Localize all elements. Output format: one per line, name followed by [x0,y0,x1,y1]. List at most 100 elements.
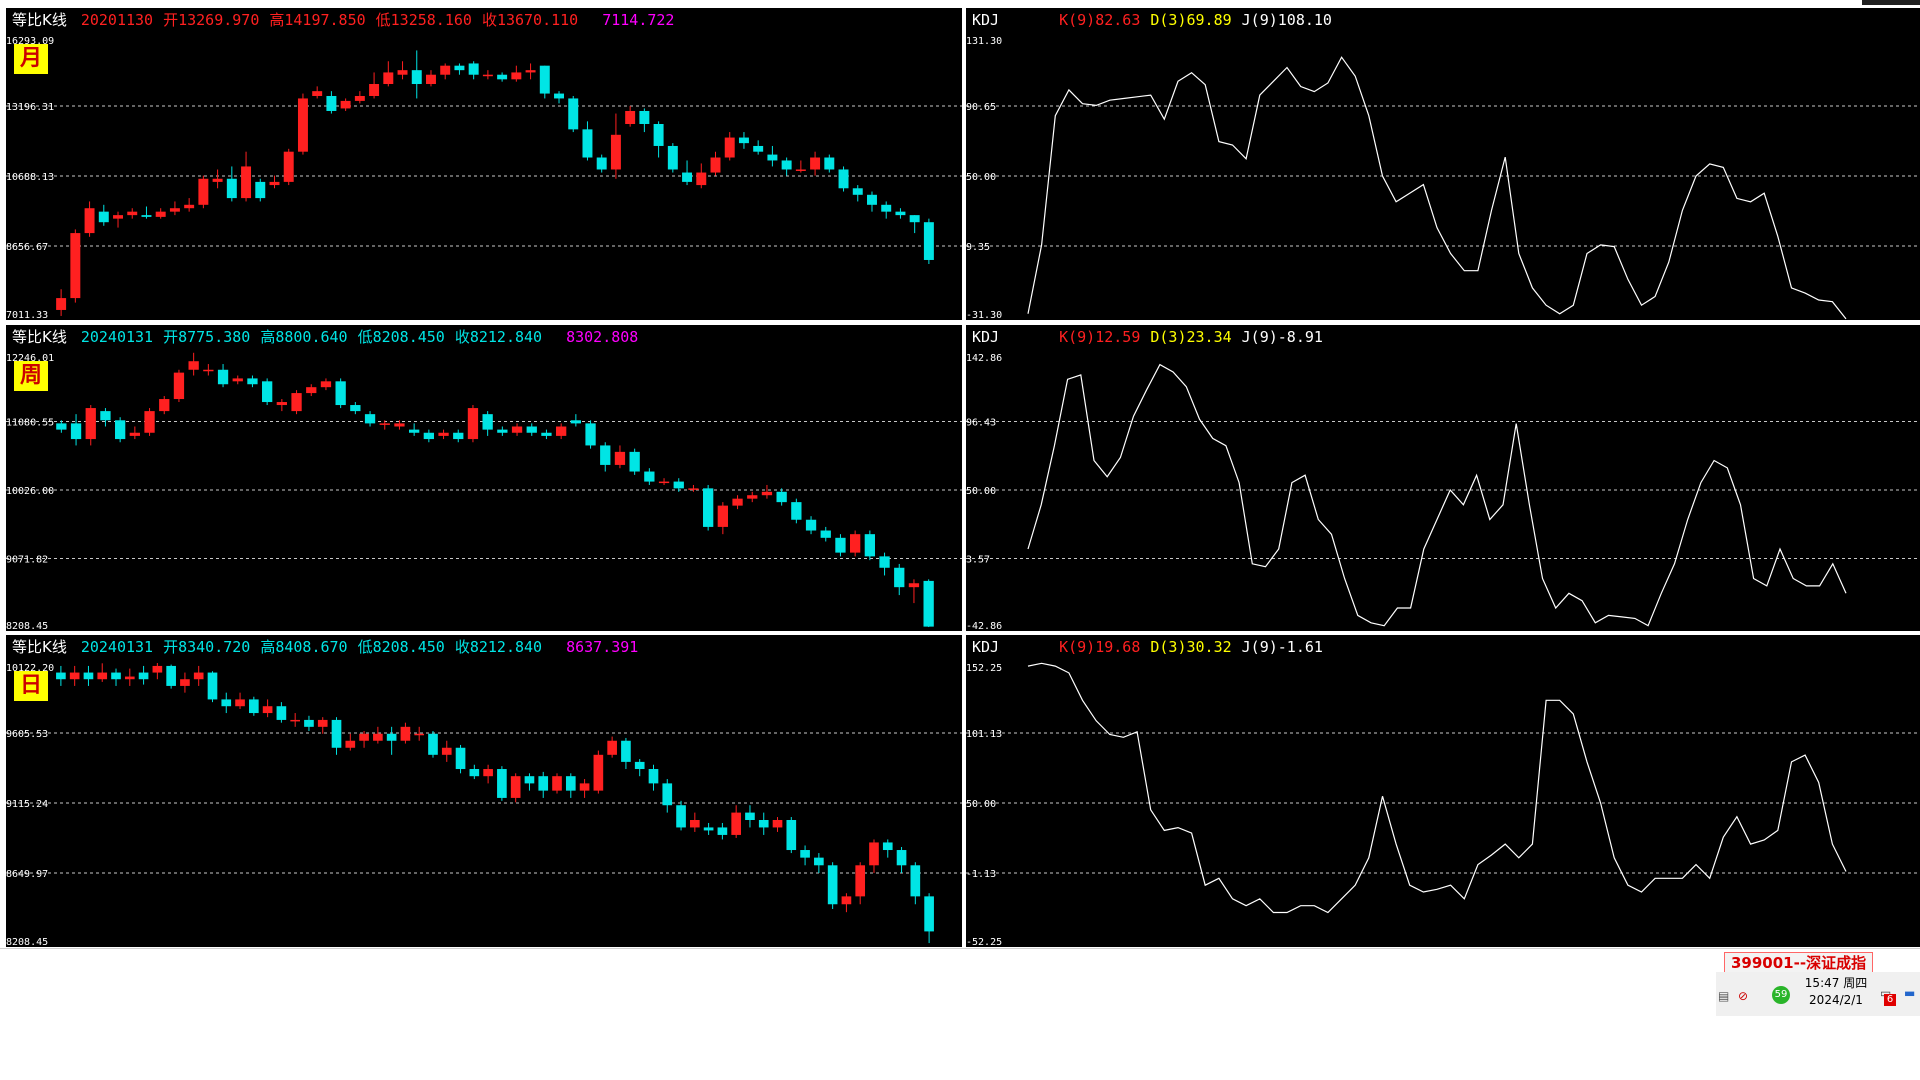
taskbar-clock[interactable]: 15:47 周四 2024/2/1 [1794,975,1878,1009]
period-badge[interactable]: 日 [14,671,48,701]
period-badge[interactable]: 月 [14,44,48,74]
kline-low: 低8208.450 [357,328,445,346]
candle-body [414,733,425,736]
candle-body [621,740,631,762]
candle-body [625,110,636,125]
candle-body [269,181,280,186]
candle-body [203,369,214,372]
candle-body [85,408,96,440]
tray-block-icon[interactable]: ⊘ [1738,989,1749,1003]
candle-body [639,110,650,125]
kline-panel-daily[interactable]: 10122.20 9605.53 9115.24 8649.97 8208.45 等比K线… [6,635,962,947]
kline-high: 高8408.670 [260,638,348,656]
candle-body [115,420,126,440]
candle-body [373,733,383,741]
kdj-j-line [1027,363,1847,627]
candle-body [850,534,861,553]
candle-body [306,387,317,394]
panel-divider[interactable] [962,325,966,631]
candle-body [538,776,549,791]
candle-body [658,481,670,484]
candle-body [326,95,337,111]
kline-panel-monthly[interactable]: 16293.09 13196.31 10688.13 8656.67 7011.33 等比… [6,8,962,320]
candle-body [690,819,700,828]
candle-body [776,491,787,503]
candle-body [144,411,155,433]
candle-body [497,769,507,798]
price-axis-label: 8208.45 [6,621,48,631]
kdj-chart: 131.30 90.65 50.00 9.35 -31.30 [966,36,1920,320]
kdj-j-line [1027,662,1847,914]
candle-body [69,672,80,680]
kdj-j: J(9)-8.91 [1241,328,1323,346]
clock-time: 15:47 周四 [1804,976,1868,990]
candle-body [482,414,493,430]
kdj-panel-monthly[interactable]: 131.30 90.65 50.00 9.35 -31.30 KDJ K(9)82.63 D(… [966,8,1920,320]
kline-extra-value: 7114.722 [602,11,675,29]
kdj-header: KDJ K(9)82.63 D(3)69.89 J(9)108.10 [972,11,1342,29]
candle-body [331,719,342,748]
candle-body [235,699,245,707]
kdj-panel-daily[interactable]: 152.25 101.13 50.00 -1.13 -52.25 KDJ K(9)19.68… [966,635,1920,947]
candle-body [426,74,436,85]
candle-body [409,429,420,433]
kline-panel-weekly[interactable]: 12246.01 11080.55 10026.00 9071.82 8208.45 等比… [6,325,962,631]
candle-body [276,402,287,406]
candle-body [909,215,920,223]
candle-body [70,233,81,299]
candle-body [676,805,686,828]
candle-body [541,432,552,436]
candle-body [568,98,579,130]
candle-body [180,679,190,686]
candle-body [579,783,590,791]
price-axis-label: 12246.01 [6,353,54,364]
period-badge[interactable]: 周 [14,361,48,391]
candle-body [241,166,252,199]
candle-body [745,812,755,820]
current-index-label[interactable]: 399001--深证成指 [1724,952,1874,974]
candle-body [565,776,576,791]
kdj-axis-label: 96.43 [966,418,996,429]
candle-body [867,194,877,205]
candle-body [810,157,821,170]
candle-body [386,733,397,741]
candle-body [340,100,351,109]
candle-body [524,776,535,784]
notification-icon[interactable]: ▭ [1880,986,1892,1000]
candle-body [526,426,537,433]
window-top-button[interactable] [1862,0,1920,5]
panel-divider[interactable] [962,8,966,320]
candle-body [193,672,204,680]
candle-body [312,91,323,96]
price-axis-label: 8656.67 [6,242,48,253]
candle-body [910,865,921,897]
tray-network-icon[interactable]: ▤ [1718,989,1730,1003]
tray-display-icon[interactable]: ▬ [1904,986,1916,1000]
kline-high: 高14197.850 [269,11,366,29]
candle-body [710,157,721,173]
kdj-axis-label: -42.86 [966,621,1002,631]
candle-body [841,896,852,905]
panel-divider[interactable] [962,635,966,947]
candle-body [441,747,452,755]
candle-body [703,488,714,527]
candle-body [820,530,831,538]
candle-body [682,172,693,182]
tray-green-icon[interactable]: 59 [1772,986,1790,1004]
kdj-axis-label: -31.30 [966,310,1002,320]
candle-body [262,381,273,403]
candle-body [855,865,866,897]
candle-body [667,145,678,170]
candle-body [454,65,465,71]
kdj-panel-weekly[interactable]: 142.86 96.43 50.00 3.57 -42.86 KDJ K(9)12.59 D(… [966,325,1920,631]
price-axis-label: 7011.33 [6,310,48,320]
candle-body [320,381,332,388]
kdj-label: KDJ [972,11,1000,29]
candle-body [882,842,893,851]
kline-close: 收13670.110 [481,11,579,29]
price-axis-label: 11080.55 [6,418,54,429]
kline-header: 等比K线 20240131 开8340.720 高8408.670 低8208.450 收… [12,638,648,656]
candle-body [908,583,920,588]
candle-body [423,432,434,440]
candle-body [585,423,596,446]
